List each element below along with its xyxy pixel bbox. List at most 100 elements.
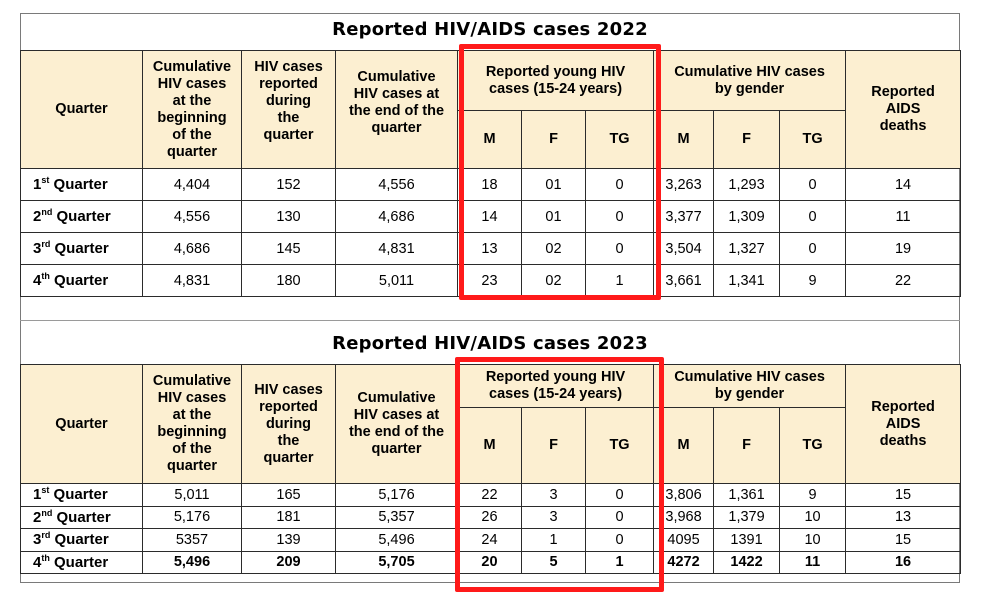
header-aids-deaths: Reported AIDS deaths: [845, 50, 962, 169]
cell-cum-end: 5,496: [335, 528, 458, 552]
highlight-box-2023: [455, 357, 664, 592]
cell-young-f: 01: [521, 200, 586, 233]
table-row: 4th Quarter 5,496 209 5,705 20 5 1 4272 1422 11 16: [20, 550, 962, 574]
cell-reported: 152: [241, 168, 336, 201]
header-gender-f: F: [713, 110, 781, 169]
header-gender-tg: TG: [779, 110, 847, 169]
cell-young-tg: 0: [584, 232, 655, 265]
quarter-label: 1st Quarter: [20, 168, 143, 201]
cell-cum-begin: 4,686: [142, 232, 242, 265]
table-row: 4th Quarter 4,831 180 5,011 23 02 1 3,661 1,341 9…: [20, 264, 962, 297]
cell-gender-tg: 0: [779, 168, 847, 201]
cell-cum-end: 4,831: [335, 232, 458, 265]
cell-reported: 145: [241, 232, 336, 265]
cell-young-f: 01: [521, 168, 586, 201]
cell-cum-begin: 4,404: [142, 168, 242, 201]
header-aids-deaths: Reported AIDS deaths: [845, 364, 962, 484]
cell-gender-m: 3,806: [653, 483, 715, 507]
header-quarter: Quarter: [20, 364, 143, 484]
cell-gender-tg: 9: [779, 264, 847, 297]
header-gender-f: F: [713, 407, 781, 484]
header-young-tg: TG: [584, 110, 655, 169]
cell-aids-deaths: 15: [845, 483, 962, 507]
table-row: 1st Quarter 5,011 165 5,176 22 3 0 3,806 1,361 9 1…: [20, 483, 962, 507]
cell-gender-f: 1,341: [713, 264, 781, 297]
quarter-label: 3rd Quarter: [20, 232, 143, 265]
cell-gender-tg: 0: [779, 232, 847, 265]
cell-cum-begin: 5,176: [142, 505, 242, 529]
document-frame: [20, 13, 960, 583]
cell-reported: 209: [241, 550, 336, 574]
cell-gender-tg: 11: [779, 550, 847, 574]
cell-aids-deaths: 14: [845, 168, 962, 201]
cell-cum-begin: 5,496: [142, 550, 242, 574]
table-row: 3rd Quarter 5357 139 5,496 24 1 0 4095 1391 10 15: [20, 528, 962, 552]
header-gender: Cumulative HIV cases by gender: [653, 364, 847, 408]
cell-reported: 165: [241, 483, 336, 507]
table-title-2023: Reported HIV/AIDS cases 2023: [332, 333, 648, 354]
quarter-label: 1st Quarter: [20, 483, 143, 507]
cell-reported: 181: [241, 505, 336, 529]
cell-aids-deaths: 22: [845, 264, 962, 297]
cell-reported: 180: [241, 264, 336, 297]
cell-gender-tg: 10: [779, 505, 847, 529]
separator-line: [20, 320, 960, 321]
cell-gender-tg: 10: [779, 528, 847, 552]
cell-cum-end: 5,011: [335, 264, 458, 297]
cell-cum-end: 5,176: [335, 483, 458, 507]
cell-aids-deaths: 11: [845, 200, 962, 233]
table-row: 2nd Quarter 5,176 181 5,357 26 3 0 3,968 1,379 10…: [20, 505, 962, 529]
cell-gender-f: 1,379: [713, 505, 781, 529]
cell-gender-m: 3,661: [653, 264, 715, 297]
cell-reported: 139: [241, 528, 336, 552]
hiv-table-2023: Quarter Cumulative HIV cases at the beginni…: [20, 364, 962, 574]
quarter-label: 4th Quarter: [20, 264, 143, 297]
cell-cum-begin: 4,556: [142, 200, 242, 233]
cell-gender-m: 3,263: [653, 168, 715, 201]
cell-cum-begin: 4,831: [142, 264, 242, 297]
table-title-2022: Reported HIV/AIDS cases 2022: [332, 19, 648, 40]
cell-gender-f: 1,309: [713, 200, 781, 233]
header-cumulative-end: Cumulative HIV cases at the end of the quar…: [335, 50, 458, 169]
cell-gender-tg: 9: [779, 483, 847, 507]
cell-cum-end: 5,357: [335, 505, 458, 529]
cell-gender-f: 1422: [713, 550, 781, 574]
cell-aids-deaths: 13: [845, 505, 962, 529]
header-young-f: F: [521, 110, 586, 169]
header-reported: HIV cases reported during the quarter: [241, 364, 336, 484]
header-gender-tg: TG: [779, 407, 847, 484]
cell-cum-end: 5,705: [335, 550, 458, 574]
cell-aids-deaths: 15: [845, 528, 962, 552]
header-cumulative-begin: Cumulative HIV cases at the beginning of the…: [142, 364, 242, 484]
table-row: 1st Quarter 4,404 152 4,556 18 01 0 3,263 1,293 0…: [20, 168, 962, 201]
cell-gender-m: 3,504: [653, 232, 715, 265]
header-gender: Cumulative HIV cases by gender: [653, 50, 847, 111]
cell-cum-begin: 5,011: [142, 483, 242, 507]
cell-gender-f: 1,327: [713, 232, 781, 265]
header-young-tg: TG: [584, 407, 655, 484]
cell-reported: 130: [241, 200, 336, 233]
cell-aids-deaths: 19: [845, 232, 962, 265]
cell-aids-deaths: 16: [845, 550, 962, 574]
cell-cum-end: 4,556: [335, 168, 458, 201]
header-gender-m: M: [653, 110, 715, 169]
cell-gender-f: 1391: [713, 528, 781, 552]
cell-young-m: 14: [457, 200, 522, 233]
cell-gender-tg: 0: [779, 200, 847, 233]
header-young-hiv: Reported young HIV cases (15-24 years): [456, 364, 655, 408]
cell-gender-m: 4095: [653, 528, 715, 552]
cell-young-m: 20: [457, 550, 522, 574]
header-young-hiv: Reported young HIV cases (15-24 years): [456, 50, 655, 111]
cell-cum-end: 4,686: [335, 200, 458, 233]
header-young-f: F: [521, 407, 586, 484]
header-cumulative-end: Cumulative HIV cases at the end of the quar…: [335, 364, 458, 484]
header-quarter: Quarter: [20, 50, 143, 169]
cell-young-m: 18: [457, 168, 522, 201]
table-row: 2nd Quarter 4,556 130 4,686 14 01 0 3,377 1,309 0…: [20, 200, 962, 233]
table-row: 3rd Quarter 4,686 145 4,831 13 02 0 3,504 1,327 0…: [20, 232, 962, 265]
cell-cum-begin: 5357: [142, 528, 242, 552]
header-young-m: M: [457, 407, 522, 484]
cell-gender-m: 3,377: [653, 200, 715, 233]
cell-gender-m: 3,968: [653, 505, 715, 529]
cell-young-tg: 1: [584, 550, 655, 574]
